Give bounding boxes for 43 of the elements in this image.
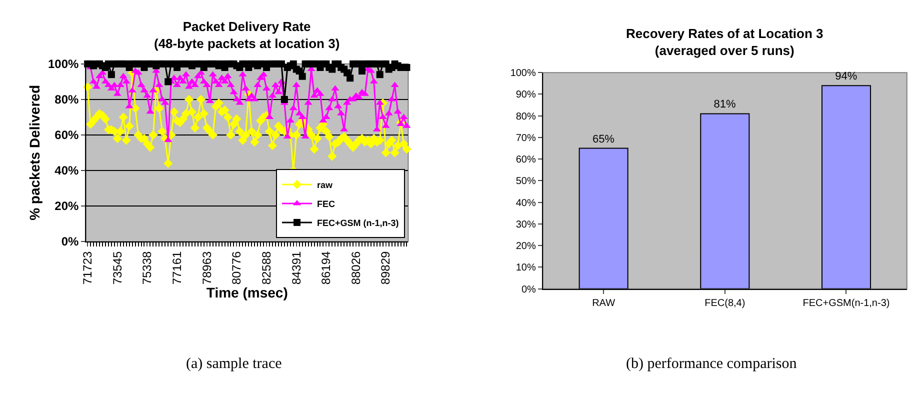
y-tick-label: 60% [54,128,79,142]
x-tick-label: 71723 [80,250,94,285]
y-tick-label: 80% [516,111,536,122]
y-tick-label: 50% [516,176,536,188]
x-tick-label: FEC(8,4) [704,298,746,309]
x-tick-label: 84391 [289,250,304,285]
legend-label: FEC [317,198,336,209]
y-axis-title: % packets Delivered [26,85,43,220]
chart-title: Packet Delivery Rate (48-byte packets at location 3) [154,19,340,51]
y-tick-label: 20% [54,199,79,214]
y-tick-label: 100% [510,68,536,80]
x-tick-label: 78963 [200,250,214,285]
y-tick-label: 70% [516,132,536,144]
text: (a) sample trace [186,356,282,372]
x-tick-label: 89829 [378,250,393,285]
x-tick-label: 82588 [259,250,274,285]
y-tick-label: 60% [516,154,536,166]
x-tick-label: 77161 [170,250,184,285]
legend-label: raw [317,180,334,190]
y-tick-label: 90% [516,90,536,101]
x-tick-label: 88026 [348,250,363,285]
text: (b) performance comparison [626,356,798,372]
chart-title: Recovery Rates of at Location 3 (averaged over 5 runs) [626,26,824,58]
y-tick-label: 10% [516,262,536,274]
data-label: 81% [714,98,736,111]
x-tick-label: 73545 [110,250,124,285]
legend-label: FEC+GSM (n-1,n-3) [317,218,399,228]
y-tick-label: 80% [54,92,79,107]
y-tick-label: 30% [516,219,536,230]
y-tick-label: 0% [61,234,80,249]
y-tick-label: 40% [54,164,79,178]
x-tick-label: 86194 [319,250,334,285]
x-tick-label: RAW [592,298,616,309]
y-tick-label: 20% [516,241,536,252]
y-tick-label: 0% [521,284,536,296]
y-tick-label: 40% [516,198,536,209]
x-tick-label: 75338 [140,250,154,285]
x-axis-title: Time (msec) [206,284,288,301]
x-tick-label: FEC+GSM(n-1,n-3) [802,298,890,309]
data-label: 65% [592,133,615,146]
x-tick-label: 80776 [230,250,244,285]
y-tick-label: 100% [48,57,79,72]
data-label: 94% [835,70,858,83]
